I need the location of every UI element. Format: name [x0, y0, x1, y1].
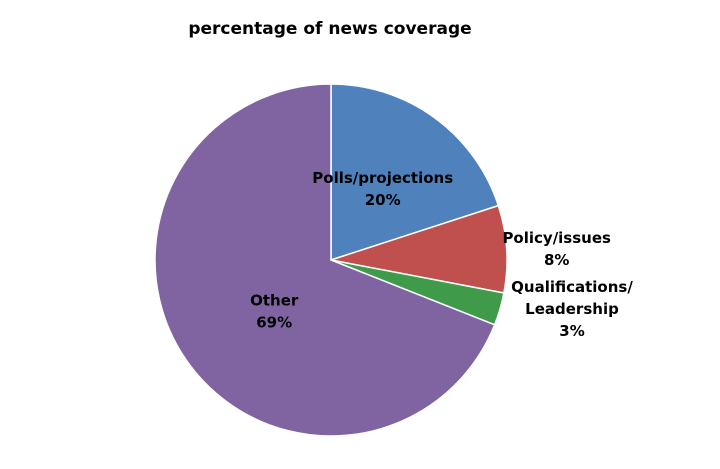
pie-slices [154, 83, 508, 437]
slice-label-line: Other [250, 292, 299, 310]
chart-title: percentage of news coverage [188, 19, 471, 39]
slice-labels: Polls/projections 20% Policy/issues 8% Quali… [250, 169, 633, 340]
slice-value-label: 8% [544, 251, 569, 269]
pie-slice-polls-projections [330, 83, 500, 262]
slice-value-label: 69% [256, 314, 292, 332]
slice-label-line: Leadership [525, 300, 619, 318]
slice-label-line: Polls/projections [312, 169, 453, 187]
slice-label-qualifications-leadership: Qualifications/Leadership 3% [511, 278, 633, 340]
slice-label-line: Qualifications/ [511, 278, 633, 296]
slice-value-label: 3% [559, 322, 584, 340]
slice-label-policy-issues: Policy/issues 8% [502, 229, 611, 269]
slice-label-line: Policy/issues [502, 229, 611, 247]
slice-label-other: Other 69% [250, 292, 299, 332]
slice-value-label: 20% [365, 191, 401, 209]
pie-slice-policy-issues [330, 204, 508, 294]
pie-slice-other [154, 83, 496, 437]
slice-label-polls-projections: Polls/projections 20% [312, 169, 453, 209]
